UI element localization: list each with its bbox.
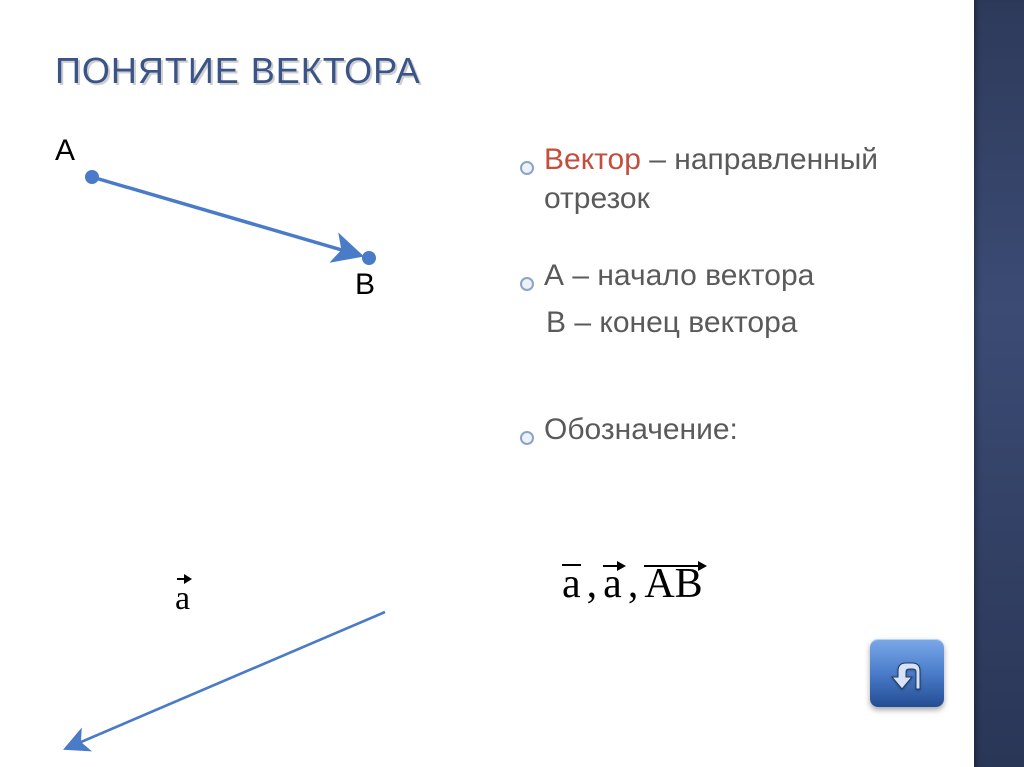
- b-end-text: В – конец вектора: [520, 303, 940, 342]
- bullet-a-start: А – начало вектора: [520, 256, 940, 295]
- notation-a-bar: a: [556, 560, 587, 608]
- vector-ab-diagram: [65, 152, 395, 282]
- title-text: Понятие вектора: [55, 50, 421, 91]
- bullet-notation: Обозначение:: [520, 410, 940, 449]
- return-button[interactable]: [870, 639, 944, 707]
- notation-ab-arrow: AB: [638, 560, 708, 608]
- a-start-text: А – начало вектора: [544, 256, 940, 295]
- slide: Понятие вектора Понятие вектора А В a: [0, 0, 1024, 767]
- side-rail: [974, 0, 1024, 767]
- slide-title: Понятие вектора Понятие вектора: [55, 50, 421, 92]
- notation-label: Обозначение:: [544, 410, 940, 449]
- term-vector: Вектор: [544, 143, 641, 176]
- bullet-marker-icon: [520, 161, 534, 175]
- point-b-label: В: [355, 268, 375, 302]
- bullet-marker-icon: [520, 431, 534, 445]
- notation-a-arrow: a: [597, 560, 628, 608]
- vector-a-diagram: [55, 600, 405, 765]
- diagram-area: А В a: [55, 140, 485, 700]
- bullet-marker-icon: [520, 277, 534, 291]
- text-content: Вектор – направленный отрезок А – начало…: [520, 140, 940, 457]
- bullet-definition: Вектор – направленный отрезок: [520, 140, 940, 218]
- notation-formula: a , a , AB: [556, 560, 709, 608]
- u-turn-arrow-icon: [884, 651, 930, 695]
